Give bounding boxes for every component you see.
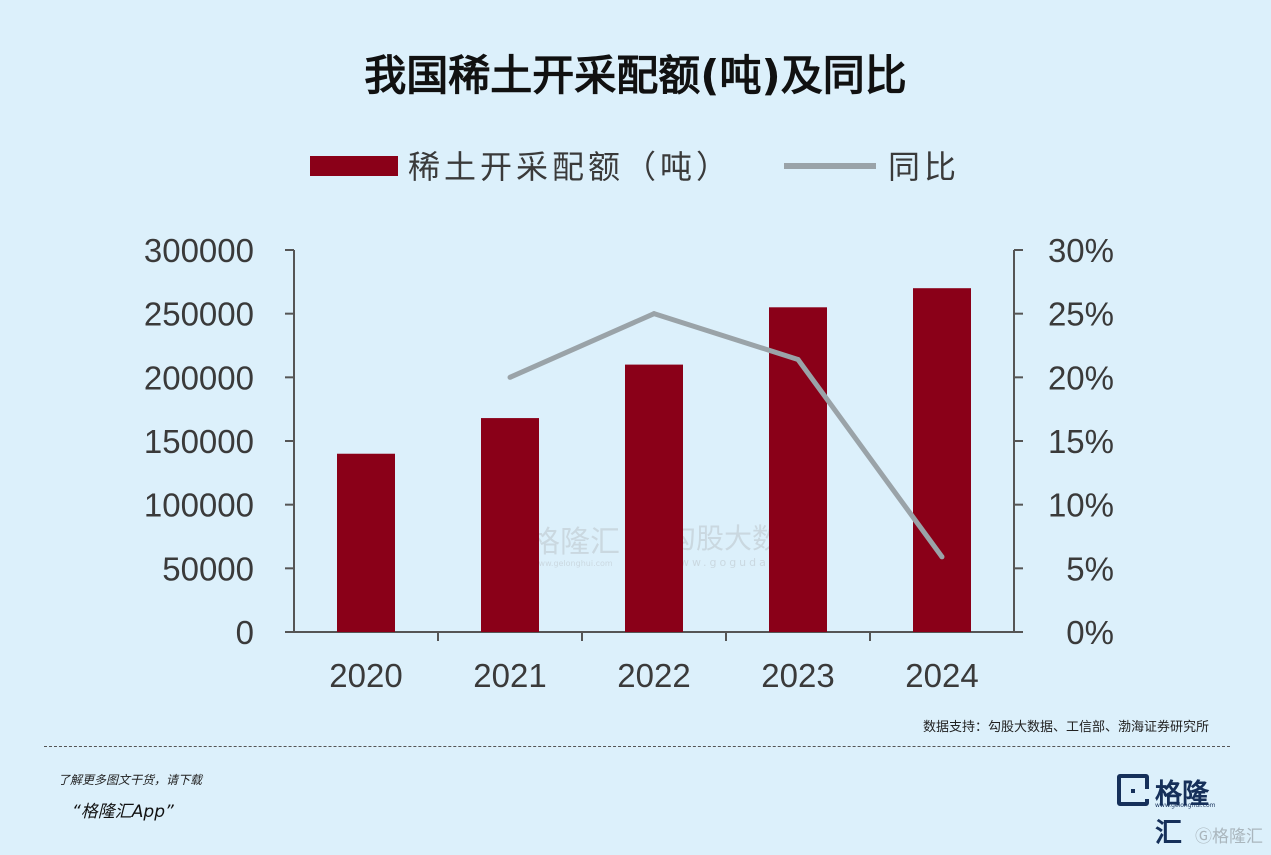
source-note: 数据支持：勾股大数据、工信部、渤海证券研究所 xyxy=(922,720,1209,735)
combo-chart: 稀土开采配额（吨） 同比 格隆汇 www.gelonghui.com 勾股大数据… xyxy=(144,148,1114,694)
chart-title: 我国稀土开采配额(吨)及同比 xyxy=(364,51,907,100)
legend-label-line: 同比 xyxy=(888,148,960,186)
legend-swatch-bar xyxy=(310,156,398,176)
bar-2021 xyxy=(481,418,539,632)
bar-2023 xyxy=(769,307,827,632)
bar-2022 xyxy=(625,364,683,632)
y-right-tick-label: 15% xyxy=(1048,423,1114,460)
gelonghui-g-icon: Ⓖ xyxy=(1195,827,1212,847)
bar-2024 xyxy=(913,288,971,632)
yoy-point-2024 xyxy=(939,554,945,560)
y-right-tick-label: 10% xyxy=(1048,487,1114,524)
y-left-tick-label: 0 xyxy=(236,614,254,651)
y-right-tick-label: 5% xyxy=(1066,550,1114,587)
bar-2020 xyxy=(337,453,395,632)
y-left-tick-label: 100000 xyxy=(144,487,254,524)
footer-app-name: “格隆汇App” xyxy=(72,802,174,822)
y-left-tick-label: 50000 xyxy=(162,550,254,587)
bars xyxy=(337,288,971,632)
y-right-tick-label: 30% xyxy=(1048,232,1114,269)
y-left-tick-label: 200000 xyxy=(144,359,254,396)
watermark-left-text: 格隆汇 xyxy=(530,525,620,560)
corner-watermark-text: 格隆汇 xyxy=(1212,827,1263,847)
footer-divider xyxy=(44,746,1230,747)
y-right-tick-label: 0% xyxy=(1066,614,1114,651)
legend: 稀土开采配额（吨） 同比 xyxy=(310,148,960,186)
x-tick-label: 2020 xyxy=(329,657,402,694)
watermark-left-url: www.gelonghui.com xyxy=(532,559,613,568)
y-right-tick-label: 25% xyxy=(1048,296,1114,333)
yoy-point-2023 xyxy=(795,357,801,363)
yoy-point-2021 xyxy=(507,374,513,380)
y-left-tick-label: 150000 xyxy=(144,423,254,460)
x-tick-label: 2023 xyxy=(761,657,834,694)
yoy-point-2022 xyxy=(651,311,657,317)
x-tick-label: 2022 xyxy=(617,657,690,694)
axes: 0 0% 50000 5% 100000 10% 150000 15% 200000 20% 250… xyxy=(144,232,1114,694)
x-tick-label: 2024 xyxy=(905,657,978,694)
legend-label-bar: 稀土开采配额（吨） xyxy=(408,148,732,186)
y-left-tick-label: 250000 xyxy=(144,296,254,333)
logo-text: 格隆汇 xyxy=(1155,779,1209,849)
logo-g-icon xyxy=(1117,774,1149,806)
yoy-line xyxy=(508,311,945,559)
y-left-tick-label: 300000 xyxy=(144,232,254,269)
yoy-line-layer xyxy=(507,311,945,560)
footer-note: 了解更多图文干货，请下载 xyxy=(58,773,203,787)
corner-watermark: Ⓖ格隆汇 xyxy=(1195,822,1263,847)
logo-url: www.gelonghui.com xyxy=(1155,802,1216,809)
x-tick-label: 2021 xyxy=(473,657,546,694)
y-right-tick-label: 20% xyxy=(1048,359,1114,396)
gelonghui-logo-icon: 格隆汇 www.gelonghui.com xyxy=(1117,774,1232,849)
